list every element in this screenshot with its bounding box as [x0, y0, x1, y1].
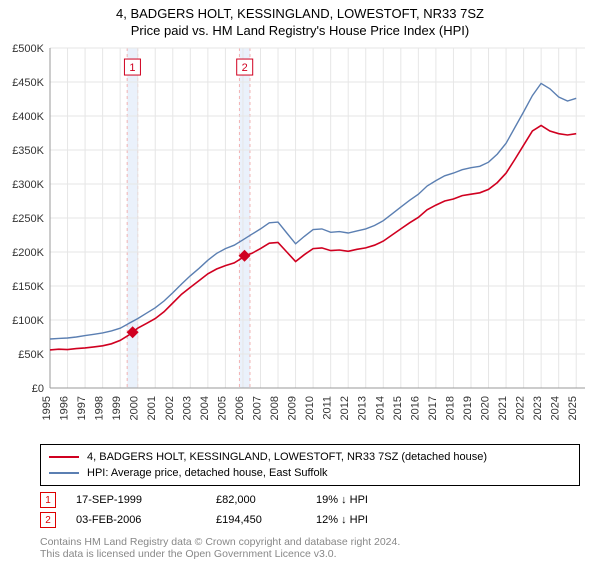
svg-text:£350K: £350K: [12, 145, 44, 157]
svg-text:2025: 2025: [567, 396, 579, 420]
svg-text:£500K: £500K: [12, 43, 44, 55]
svg-text:£0: £0: [32, 383, 44, 395]
svg-text:2014: 2014: [374, 396, 386, 420]
svg-text:1998: 1998: [94, 396, 106, 420]
svg-text:2010: 2010: [304, 396, 316, 420]
footnote: Contains HM Land Registry data © Crown c…: [40, 536, 580, 560]
sale-marker-badge-2: 2: [40, 512, 56, 528]
legend-item-price-paid: 4, BADGERS HOLT, KESSINGLAND, LOWESTOFT,…: [49, 449, 571, 465]
svg-text:2018: 2018: [444, 396, 456, 420]
svg-text:2008: 2008: [269, 396, 281, 420]
line-chart-svg: £0 £50K £100K £150K £200K £250K £300K £350K £400…: [0, 38, 600, 438]
svg-text:1: 1: [129, 62, 135, 74]
legend-label-hpi: HPI: Average price, detached house, East…: [87, 467, 328, 479]
svg-text:2002: 2002: [164, 396, 176, 420]
svg-text:2006: 2006: [234, 396, 246, 420]
sale-rel-hpi-1: 19% ↓ HPI: [316, 494, 436, 506]
sale-marker-row-1: 1 17-SEP-1999 £82,000 19% ↓ HPI: [40, 490, 580, 510]
svg-text:£100K: £100K: [12, 315, 44, 327]
svg-text:2024: 2024: [550, 396, 562, 420]
svg-text:2003: 2003: [181, 396, 193, 420]
svg-text:2005: 2005: [216, 396, 228, 420]
svg-text:1995: 1995: [41, 396, 53, 420]
sale-price-2: £194,450: [216, 514, 316, 526]
page-root: 4, BADGERS HOLT, KESSINGLAND, LOWESTOFT,…: [0, 0, 600, 560]
svg-text:2001: 2001: [146, 396, 158, 420]
svg-text:2007: 2007: [251, 396, 263, 420]
sale-price-1: £82,000: [216, 494, 316, 506]
sale-date-1: 17-SEP-1999: [76, 494, 216, 506]
svg-text:2019: 2019: [462, 396, 474, 420]
chart-title-sub: Price paid vs. HM Land Registry's House …: [0, 23, 600, 38]
svg-text:£150K: £150K: [12, 281, 44, 293]
sale-marker-badge-1: 1: [40, 492, 56, 508]
chart-area: £0 £50K £100K £150K £200K £250K £300K £350K £400…: [0, 38, 600, 438]
svg-text:2004: 2004: [199, 396, 211, 420]
svg-text:1999: 1999: [111, 396, 123, 420]
footnote-line-1: Contains HM Land Registry data © Crown c…: [40, 536, 580, 548]
sale-marker-table: 1 17-SEP-1999 £82,000 19% ↓ HPI 2 03-FEB…: [40, 490, 580, 530]
sale-marker-row-2: 2 03-FEB-2006 £194,450 12% ↓ HPI: [40, 510, 580, 530]
legend-item-hpi: HPI: Average price, detached house, East…: [49, 465, 571, 481]
titles-block: 4, BADGERS HOLT, KESSINGLAND, LOWESTOFT,…: [0, 0, 600, 38]
svg-text:2016: 2016: [409, 396, 421, 420]
svg-text:£450K: £450K: [12, 77, 44, 89]
svg-text:2021: 2021: [497, 396, 509, 420]
svg-text:2000: 2000: [129, 396, 141, 420]
svg-text:2011: 2011: [322, 396, 334, 420]
svg-text:£400K: £400K: [12, 111, 44, 123]
svg-text:2022: 2022: [515, 396, 527, 420]
svg-text:2: 2: [242, 62, 248, 74]
svg-text:£300K: £300K: [12, 179, 44, 191]
svg-text:2013: 2013: [357, 396, 369, 420]
sale-rel-hpi-2: 12% ↓ HPI: [316, 514, 436, 526]
svg-text:£50K: £50K: [18, 349, 44, 361]
footnote-line-2: This data is licensed under the Open Gov…: [40, 548, 580, 560]
svg-text:£200K: £200K: [12, 247, 44, 259]
legend-swatch-price-paid: [49, 456, 79, 458]
legend: 4, BADGERS HOLT, KESSINGLAND, LOWESTOFT,…: [40, 444, 580, 486]
svg-text:2023: 2023: [532, 396, 544, 420]
svg-text:£250K: £250K: [12, 213, 44, 225]
legend-swatch-hpi: [49, 472, 79, 474]
svg-text:2009: 2009: [287, 396, 299, 420]
svg-text:2012: 2012: [339, 396, 351, 420]
svg-text:1996: 1996: [59, 396, 71, 420]
legend-label-price-paid: 4, BADGERS HOLT, KESSINGLAND, LOWESTOFT,…: [87, 451, 487, 463]
svg-text:2020: 2020: [480, 396, 492, 420]
chart-title-main: 4, BADGERS HOLT, KESSINGLAND, LOWESTOFT,…: [0, 6, 600, 21]
sale-date-2: 03-FEB-2006: [76, 514, 216, 526]
svg-text:1997: 1997: [76, 396, 88, 420]
svg-text:2017: 2017: [427, 396, 439, 420]
svg-text:2015: 2015: [392, 396, 404, 420]
